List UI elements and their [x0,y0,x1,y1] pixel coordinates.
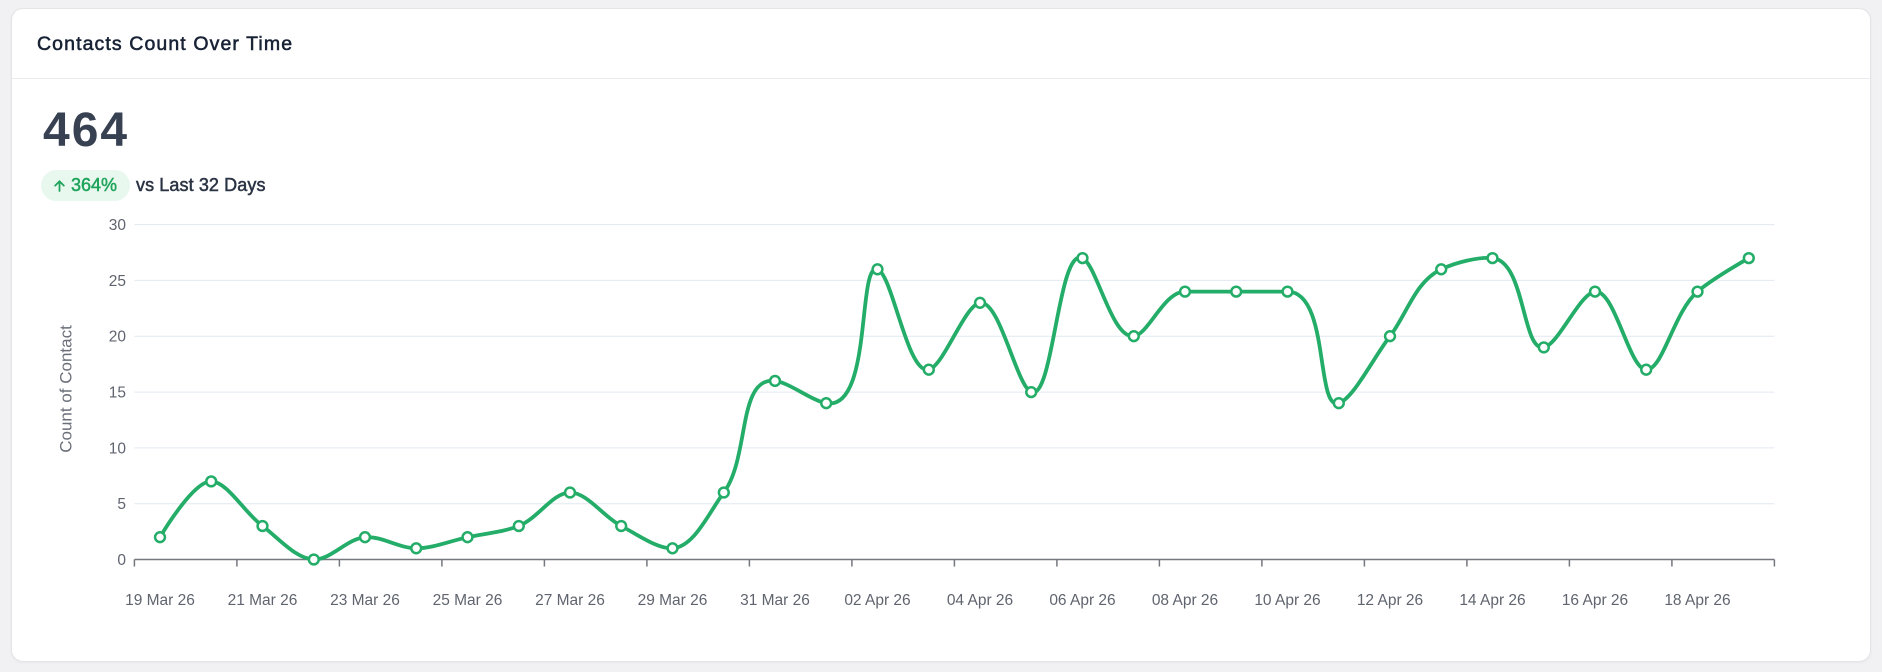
svg-text:14 Apr 26: 14 Apr 26 [1459,592,1525,609]
svg-text:08 Apr 26: 08 Apr 26 [1152,592,1218,609]
svg-text:27 Mar 26: 27 Mar 26 [535,592,605,609]
svg-text:29 Mar 26: 29 Mar 26 [638,592,708,609]
svg-text:20: 20 [109,329,127,346]
svg-text:31 Mar 26: 31 Mar 26 [740,592,810,609]
svg-text:16 Apr 26: 16 Apr 26 [1562,592,1628,609]
svg-text:25: 25 [109,273,126,290]
svg-text:21 Mar 26: 21 Mar 26 [228,592,298,609]
svg-text:02 Apr 26: 02 Apr 26 [844,592,910,609]
svg-text:30: 30 [109,217,127,234]
svg-text:10: 10 [109,440,127,457]
svg-text:18 Apr 26: 18 Apr 26 [1664,592,1730,609]
svg-text:23 Mar 26: 23 Mar 26 [330,592,400,609]
svg-text:0: 0 [117,552,126,569]
svg-text:Count of Contact: Count of Contact [57,325,76,453]
svg-text:15: 15 [109,385,126,402]
svg-text:04 Apr 26: 04 Apr 26 [947,592,1013,609]
svg-text:5: 5 [117,496,126,513]
svg-text:10 Apr 26: 10 Apr 26 [1254,592,1320,609]
svg-text:25 Mar 26: 25 Mar 26 [433,592,503,609]
svg-text:06 Apr 26: 06 Apr 26 [1049,592,1115,609]
svg-text:19 Mar 26: 19 Mar 26 [125,592,195,609]
svg-text:12 Apr 26: 12 Apr 26 [1357,592,1423,609]
